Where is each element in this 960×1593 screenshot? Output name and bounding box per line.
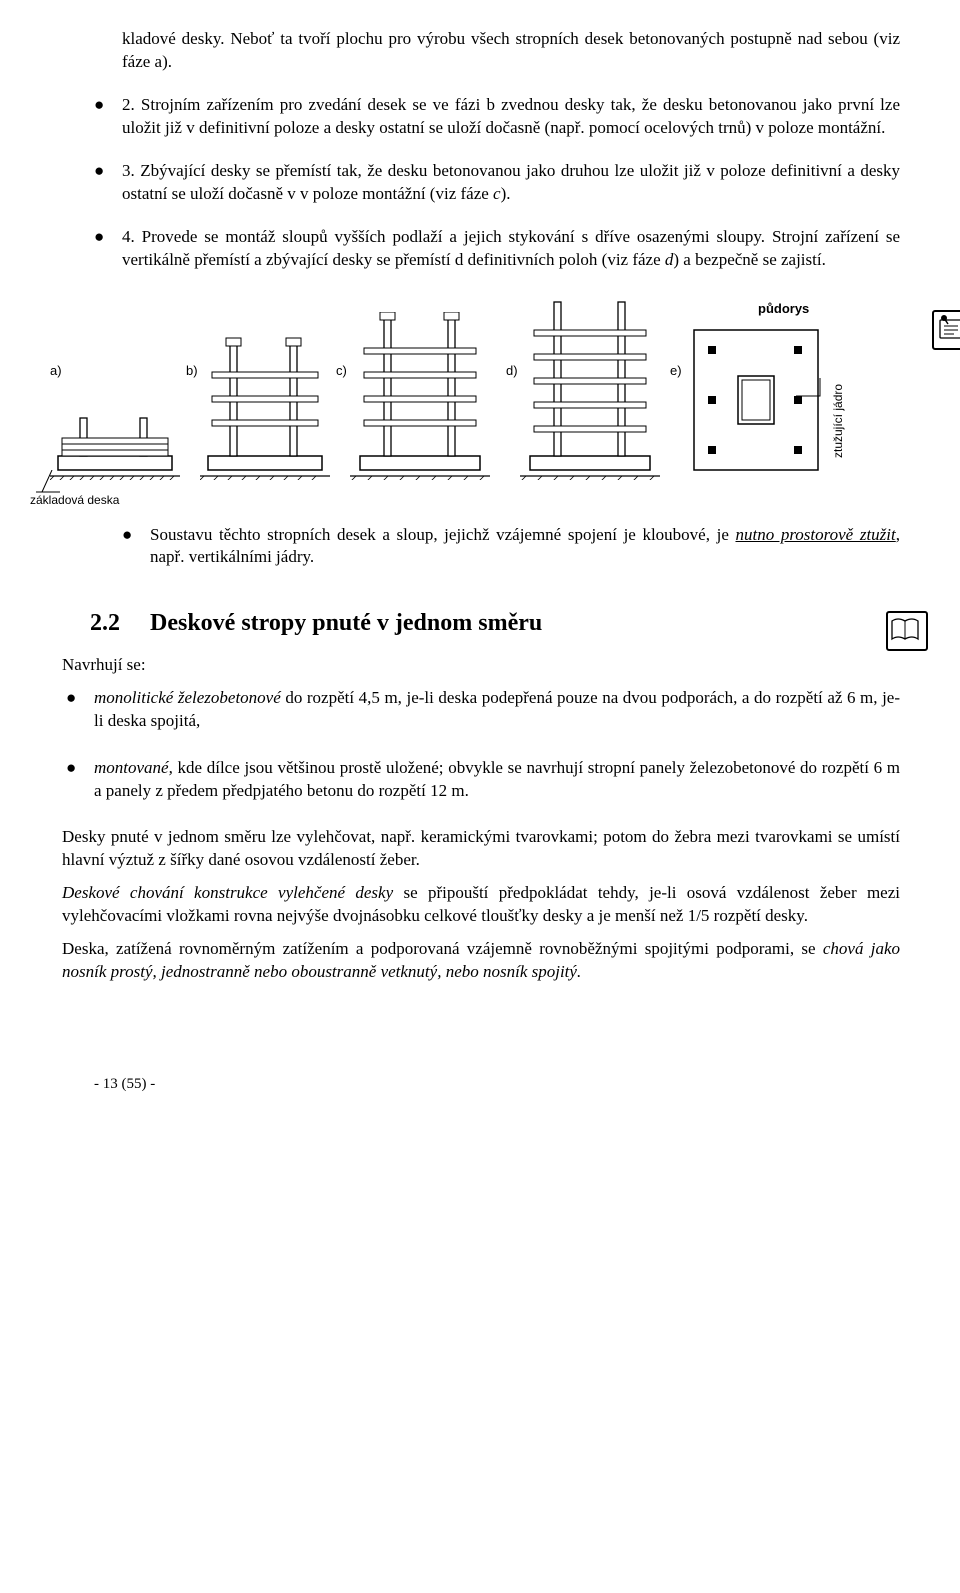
- list2-rest: kde dílce jsou většinou prostě uložené; …: [94, 758, 900, 800]
- list-item-post: ) a bezpečně se zajistí.: [673, 250, 825, 269]
- bullet-icon: ●: [90, 226, 122, 282]
- p5-pre: Deska, zatížená rovnoměrným zatížením a …: [62, 939, 823, 958]
- list-item-2: ● 2. Strojním zařízením pro zvedání dese…: [90, 94, 900, 150]
- bullet-icon: ●: [90, 160, 122, 216]
- list-item-3: ● 3. Zbývající desky se přemístí tak, že…: [90, 160, 900, 216]
- afterfig-pre: Soustavu těchto stropních desek a sloup,…: [150, 525, 735, 544]
- figure-label-c: c): [336, 362, 347, 380]
- list-item-post: ).: [501, 184, 511, 203]
- list-item-text: Strojním zařízením pro zvedání desek se …: [122, 95, 900, 137]
- lead-text: Navrhují se:: [62, 654, 900, 677]
- figure-label-e: e): [670, 362, 682, 380]
- figure-label-bottom: základová deska: [30, 492, 119, 508]
- figure-a: [50, 384, 180, 480]
- list-item-4: ● 4. Provede se montáž sloupů vyšších po…: [90, 226, 900, 282]
- figure-label-b: b): [186, 362, 198, 380]
- figure-b: [200, 336, 330, 480]
- figure-c: [350, 312, 490, 480]
- list-item-body: 4. Provede se montáž sloupů vyšších podl…: [122, 226, 900, 272]
- p4-ital: Deskové chování konstrukce vylehčené des…: [62, 883, 393, 902]
- book-icon: [886, 611, 928, 651]
- page-number: - 13 (55) -: [90, 1074, 900, 1094]
- list2-item-1: ● monolitické železobetonové do rozpětí …: [62, 687, 900, 743]
- list-item-ital: c: [493, 184, 501, 203]
- section-num: 2.2: [90, 607, 150, 639]
- intro-text: kladové desky. Neboť ta tvoří plochu pro…: [122, 28, 900, 74]
- list-item-body: 2. Strojním zařízením pro zvedání desek …: [122, 94, 900, 140]
- list2-body: montované, kde dílce jsou většinou prost…: [94, 757, 900, 803]
- intro-continuation: kladové desky. Neboť ta tvoří plochu pro…: [90, 28, 900, 84]
- figure-vert-leader: [790, 378, 840, 408]
- bullet-icon: ●: [62, 687, 94, 743]
- bullet-icon: ●: [90, 94, 122, 150]
- bullet-icon: ●: [62, 757, 94, 813]
- list-item-pre: Zbývající desky se přemístí tak, že desk…: [122, 161, 900, 203]
- list-item-num: 4.: [122, 227, 135, 246]
- list2-item-2: ● montované, kde dílce jsou většinou pro…: [62, 757, 900, 813]
- figure-lift-slab: základová deska: [30, 298, 940, 508]
- figure-label-d: d): [506, 362, 518, 380]
- section-heading: 2.2 Deskové stropy pnuté v jednom směru: [90, 607, 900, 639]
- list2-body: monolitické železobetonové do rozpětí 4,…: [94, 687, 900, 733]
- list2-ital: monolitické železobetonové: [94, 688, 281, 707]
- after-figure-text: Soustavu těchto stropních desek a sloup,…: [150, 524, 900, 570]
- list-item-num: 3.: [122, 161, 135, 180]
- list-item-body: 3. Zbývající desky se přemístí tak, že d…: [122, 160, 900, 206]
- pin-note-icon: [932, 310, 960, 350]
- section-title: Deskové stropy pnuté v jednom směru: [150, 607, 542, 639]
- after-figure-bullet: ● Soustavu těchto stropních desek a slou…: [118, 524, 900, 580]
- figure-label-a: a): [50, 362, 62, 380]
- paragraph-5: Deska, zatížená rovnoměrným zatížením a …: [62, 938, 900, 984]
- afterfig-u: nutno prostorově ztužit: [735, 525, 895, 544]
- figure-d: [520, 298, 660, 480]
- bullet-icon: ●: [118, 524, 150, 580]
- figure-plan-caption: půdorys: [758, 300, 809, 318]
- paragraph-4: Deskové chování konstrukce vylehčené des…: [62, 882, 900, 928]
- list-item-num: 2.: [122, 95, 135, 114]
- paragraph-3: Desky pnuté v jednom směru lze vylehčova…: [62, 826, 900, 872]
- spacer: [90, 28, 122, 84]
- list2-ital: montované,: [94, 758, 173, 777]
